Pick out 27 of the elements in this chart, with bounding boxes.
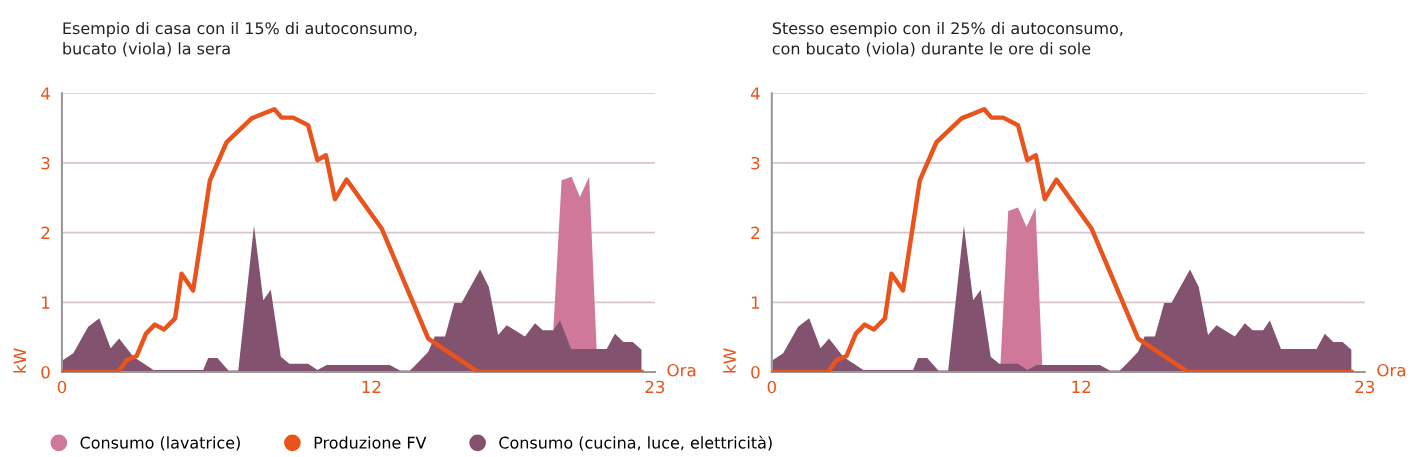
line-series xyxy=(771,107,1354,372)
x-tick-label: 12 xyxy=(362,380,381,393)
line-series xyxy=(61,107,644,372)
x-tick-label: 0 xyxy=(57,380,67,394)
x-tick-label: 0 xyxy=(767,380,776,394)
y-tick-label: 2 xyxy=(751,226,760,239)
x-tick-label: 12 xyxy=(1072,380,1091,393)
legend-label: Consumo (cucina, luce, elettricità) xyxy=(499,435,772,451)
y-tick-label: 4 xyxy=(41,87,50,100)
legend-label: Consumo (lavatrice) xyxy=(80,436,240,451)
x-tick-label: 23 xyxy=(1355,380,1375,394)
y-axis-title: kW xyxy=(723,348,736,373)
y-tick-label: 3 xyxy=(751,156,760,170)
y-tick-label: 4 xyxy=(750,87,760,100)
y-tick-label: 1 xyxy=(751,296,760,309)
x-axis-title: Ora xyxy=(667,363,696,377)
y-axis-title: kW xyxy=(13,348,26,373)
x-tick-label: 23 xyxy=(645,380,665,394)
y-tick-label: 3 xyxy=(41,156,50,170)
x-axis-title: Ora xyxy=(1377,363,1406,377)
y-tick-label: 0 xyxy=(751,365,760,379)
chart-title: Esempio di casa con il 15% di autoconsumo, bucato (viola) la sera xyxy=(63,21,417,57)
legend-label: Produzione FV xyxy=(314,436,427,449)
chart-title: Stesso esempio con il 25% di autoconsumo, con bucato (viola) durante le ore di sole xyxy=(772,21,1123,57)
y-tick-label: 2 xyxy=(41,226,50,239)
y-tick-label: 0 xyxy=(41,365,50,379)
y-tick-label: 1 xyxy=(42,296,50,309)
